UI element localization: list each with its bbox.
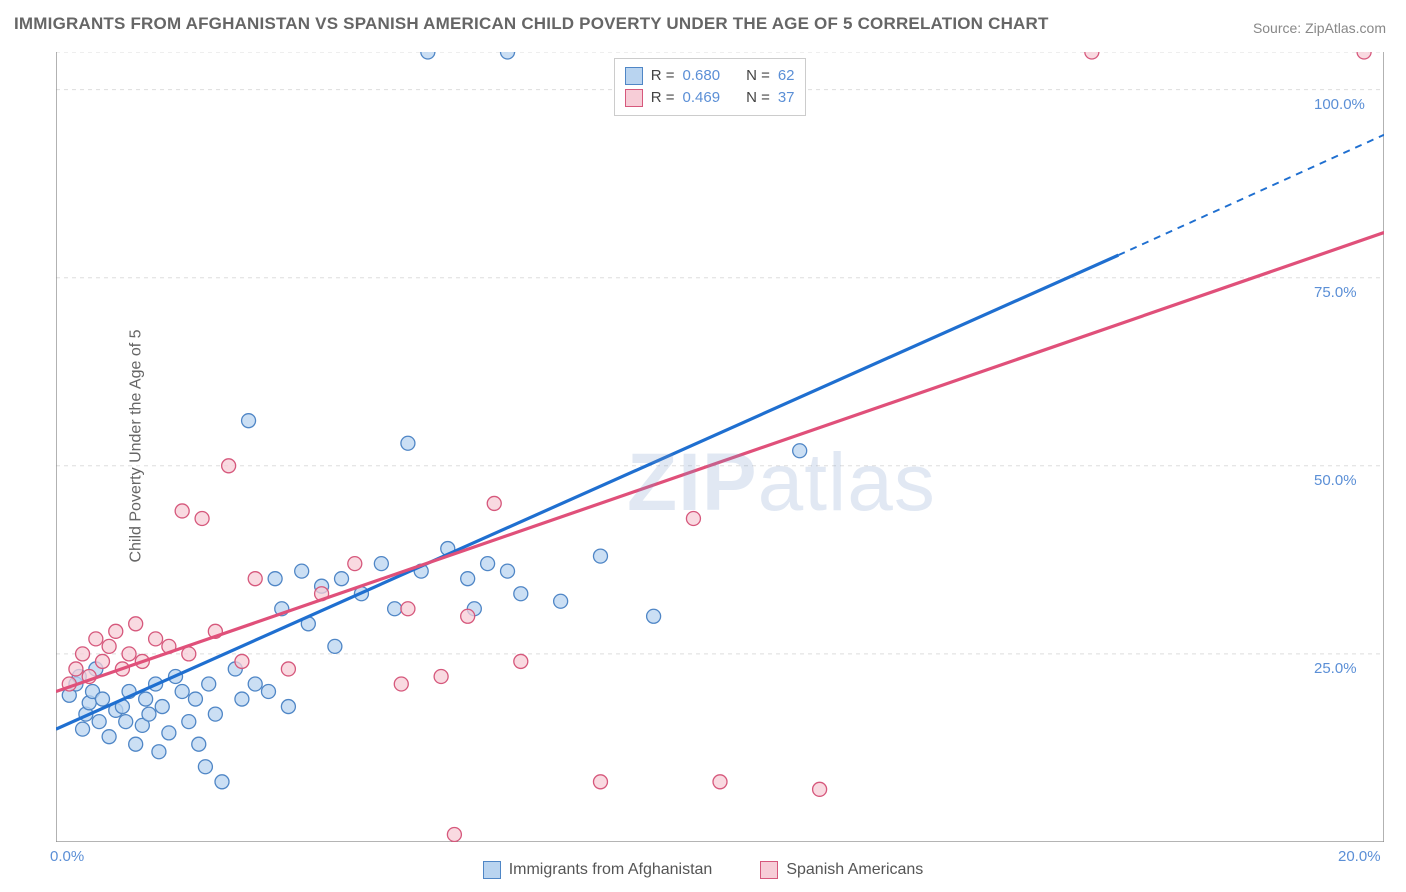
plot-container: ZIPatlas R = 0.680 N = 62 R = 0.469 N = …: [56, 52, 1384, 842]
y-tick: 75.0%: [1314, 284, 1357, 301]
n-label: N =: [746, 87, 770, 109]
legend-label: Immigrants from Afghanistan: [509, 861, 713, 879]
legend-swatch: [625, 67, 643, 85]
n-value: 62: [778, 65, 795, 87]
legend-swatch: [760, 861, 778, 879]
data-source: Source: ZipAtlas.com: [1253, 20, 1386, 36]
chart-title: IMMIGRANTS FROM AFGHANISTAN VS SPANISH A…: [14, 14, 1049, 34]
r-value: 0.469: [683, 87, 721, 109]
legend-item: Spanish Americans: [760, 861, 923, 879]
r-value: 0.680: [683, 65, 721, 87]
r-label: R =: [651, 65, 675, 87]
legend-swatch: [625, 89, 643, 107]
legend-row: R = 0.680 N = 62: [625, 65, 795, 87]
legend-label: Spanish Americans: [786, 861, 923, 879]
scatter-plot: [56, 52, 1384, 842]
y-tick: 25.0%: [1314, 660, 1357, 677]
legend-item: Immigrants from Afghanistan: [483, 861, 713, 879]
correlation-legend: R = 0.680 N = 62 R = 0.469 N = 37: [614, 58, 806, 116]
y-tick: 50.0%: [1314, 472, 1357, 489]
legend-swatch: [483, 861, 501, 879]
legend-row: R = 0.469 N = 37: [625, 87, 795, 109]
y-tick: 100.0%: [1314, 96, 1365, 113]
r-label: R =: [651, 87, 675, 109]
n-value: 37: [778, 87, 795, 109]
series-legend: Immigrants from Afghanistan Spanish Amer…: [0, 861, 1406, 884]
n-label: N =: [746, 65, 770, 87]
